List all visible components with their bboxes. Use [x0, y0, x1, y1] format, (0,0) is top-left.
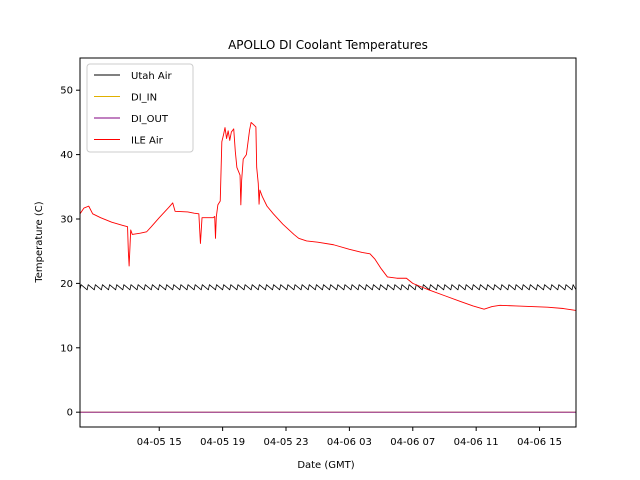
y-tick-label: 10	[60, 343, 73, 354]
series-line-utah-air	[80, 284, 576, 291]
legend-label-di-in: DI_IN	[131, 93, 157, 104]
legend-box	[86, 63, 194, 153]
plot-frame	[79, 57, 577, 428]
x-tick-label: 04-05 15	[137, 437, 182, 448]
x-tick-label: 04-06 11	[454, 437, 499, 448]
y-tick-label: 30	[60, 214, 73, 225]
legend-items: Utah Air DI_IN DI_OUT ILE Air	[94, 71, 173, 147]
y-tick-label: 0	[67, 408, 73, 419]
legend-label-utah-air: Utah Air	[131, 71, 173, 82]
x-tick-label: 04-05 23	[264, 437, 309, 448]
x-tick-label: 04-06 15	[517, 437, 562, 448]
legend-label-di-out: DI_OUT	[131, 114, 169, 125]
x-tick-label: 04-06 03	[327, 437, 372, 448]
series-line-ile-air	[80, 121, 576, 311]
legend-label-ile-air: ILE Air	[131, 136, 164, 147]
series-layer	[80, 121, 576, 413]
x-tick-label: 04-06 07	[390, 437, 435, 448]
y-tick-label: 20	[60, 279, 73, 290]
x-axis: 04-05 15 04-05 19 04-05 23 04-06 03 04-06 07…	[137, 427, 562, 448]
chart-title: APOLLO DI Coolant Temperatures	[228, 38, 428, 52]
y-axis-label: Temperature (C)	[34, 201, 45, 283]
x-axis-label: Date (GMT)	[297, 460, 354, 471]
y-tick-label: 50	[60, 86, 73, 97]
y-axis: 0 10 20 30 40 50	[60, 86, 80, 419]
y-tick-label: 40	[60, 150, 73, 161]
legend: Utah Air DI_IN DI_OUT ILE Air	[86, 63, 194, 153]
x-tick-label: 04-05 19	[200, 437, 245, 448]
